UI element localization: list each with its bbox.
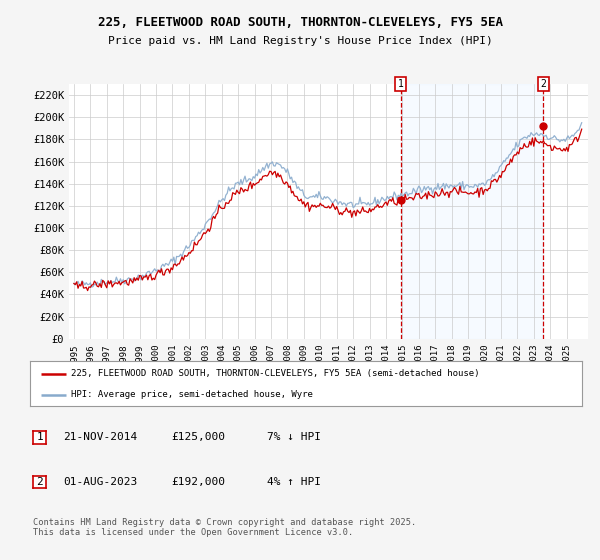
Text: 2: 2: [36, 477, 43, 487]
Text: Contains HM Land Registry data © Crown copyright and database right 2025.
This d: Contains HM Land Registry data © Crown c…: [33, 518, 416, 538]
Text: HPI: Average price, semi-detached house, Wyre: HPI: Average price, semi-detached house,…: [71, 390, 313, 399]
Text: Price paid vs. HM Land Registry's House Price Index (HPI): Price paid vs. HM Land Registry's House …: [107, 36, 493, 46]
Text: 7% ↓ HPI: 7% ↓ HPI: [267, 432, 321, 442]
Text: 01-AUG-2023: 01-AUG-2023: [63, 477, 137, 487]
Text: 1: 1: [36, 432, 43, 442]
Text: £125,000: £125,000: [171, 432, 225, 442]
Text: 225, FLEETWOOD ROAD SOUTH, THORNTON-CLEVELEYS, FY5 5EA: 225, FLEETWOOD ROAD SOUTH, THORNTON-CLEV…: [97, 16, 503, 29]
Text: £192,000: £192,000: [171, 477, 225, 487]
Text: 225, FLEETWOOD ROAD SOUTH, THORNTON-CLEVELEYS, FY5 5EA (semi-detached house): 225, FLEETWOOD ROAD SOUTH, THORNTON-CLEV…: [71, 369, 480, 378]
Text: 2: 2: [541, 79, 546, 89]
Bar: [401, 84, 544, 339]
Text: 1: 1: [398, 79, 404, 89]
Text: 4% ↑ HPI: 4% ↑ HPI: [267, 477, 321, 487]
Text: 21-NOV-2014: 21-NOV-2014: [63, 432, 137, 442]
